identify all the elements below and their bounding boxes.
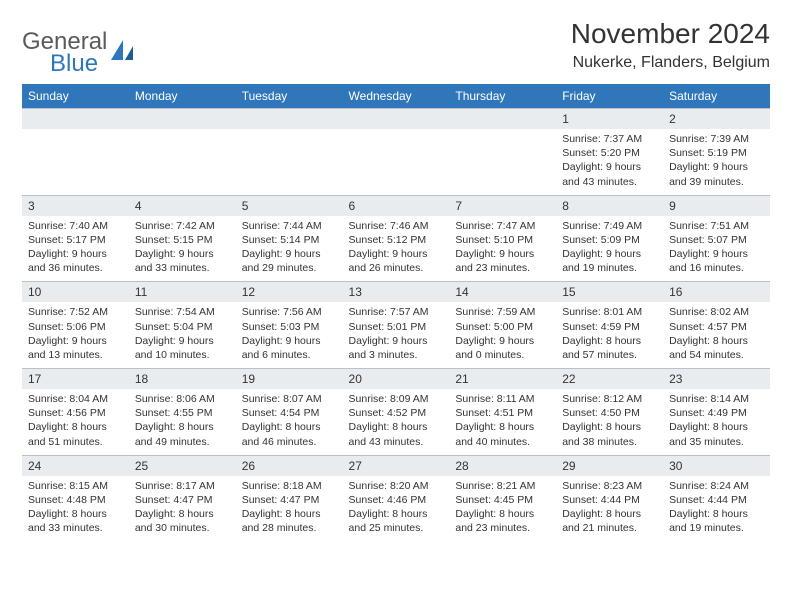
day-detail: Sunrise: 7:54 AM Sunset: 5:04 PM Dayligh… <box>129 302 236 368</box>
day-number: 29 <box>556 455 663 476</box>
day-number: 2 <box>663 109 770 130</box>
day-detail: Sunrise: 8:09 AM Sunset: 4:52 PM Dayligh… <box>343 389 450 455</box>
day-number <box>449 109 556 130</box>
day-number <box>236 109 343 130</box>
day-number: 5 <box>236 195 343 216</box>
weekday-header: Tuesday <box>236 84 343 109</box>
day-detail: Sunrise: 7:40 AM Sunset: 5:17 PM Dayligh… <box>22 216 129 282</box>
day-detail: Sunrise: 8:14 AM Sunset: 4:49 PM Dayligh… <box>663 389 770 455</box>
day-number <box>22 109 129 130</box>
day-detail <box>343 129 450 195</box>
day-number <box>343 109 450 130</box>
day-number: 1 <box>556 109 663 130</box>
day-detail: Sunrise: 8:24 AM Sunset: 4:44 PM Dayligh… <box>663 476 770 542</box>
header: General Blue November 2024 Nukerke, Flan… <box>22 18 770 76</box>
daynum-row: 24252627282930 <box>22 455 770 476</box>
day-detail: Sunrise: 8:06 AM Sunset: 4:55 PM Dayligh… <box>129 389 236 455</box>
day-number: 30 <box>663 455 770 476</box>
day-number: 27 <box>343 455 450 476</box>
detail-row: Sunrise: 7:52 AM Sunset: 5:06 PM Dayligh… <box>22 302 770 368</box>
logo-text: General Blue <box>22 30 107 76</box>
day-detail: Sunrise: 7:52 AM Sunset: 5:06 PM Dayligh… <box>22 302 129 368</box>
sail-icon <box>109 38 135 64</box>
page-title: November 2024 <box>571 18 770 50</box>
weekday-header: Saturday <box>663 84 770 109</box>
day-number: 28 <box>449 455 556 476</box>
detail-row: Sunrise: 7:40 AM Sunset: 5:17 PM Dayligh… <box>22 216 770 282</box>
day-detail <box>449 129 556 195</box>
day-number <box>129 109 236 130</box>
day-detail: Sunrise: 8:15 AM Sunset: 4:48 PM Dayligh… <box>22 476 129 542</box>
weekday-header-row: SundayMondayTuesdayWednesdayThursdayFrid… <box>22 84 770 109</box>
day-detail: Sunrise: 7:59 AM Sunset: 5:00 PM Dayligh… <box>449 302 556 368</box>
day-detail: Sunrise: 7:51 AM Sunset: 5:07 PM Dayligh… <box>663 216 770 282</box>
logo-word2: Blue <box>50 52 107 76</box>
day-number: 8 <box>556 195 663 216</box>
day-detail: Sunrise: 7:56 AM Sunset: 5:03 PM Dayligh… <box>236 302 343 368</box>
day-detail: Sunrise: 8:12 AM Sunset: 4:50 PM Dayligh… <box>556 389 663 455</box>
daynum-row: 3456789 <box>22 195 770 216</box>
day-number: 22 <box>556 369 663 390</box>
detail-row: Sunrise: 7:37 AM Sunset: 5:20 PM Dayligh… <box>22 129 770 195</box>
day-number: 7 <box>449 195 556 216</box>
day-detail: Sunrise: 8:17 AM Sunset: 4:47 PM Dayligh… <box>129 476 236 542</box>
day-detail: Sunrise: 8:07 AM Sunset: 4:54 PM Dayligh… <box>236 389 343 455</box>
day-detail: Sunrise: 8:02 AM Sunset: 4:57 PM Dayligh… <box>663 302 770 368</box>
page-subtitle: Nukerke, Flanders, Belgium <box>571 54 770 72</box>
day-number: 6 <box>343 195 450 216</box>
weekday-header: Friday <box>556 84 663 109</box>
weekday-header: Monday <box>129 84 236 109</box>
daynum-row: 10111213141516 <box>22 282 770 303</box>
calendar-page: General Blue November 2024 Nukerke, Flan… <box>0 0 792 559</box>
day-detail: Sunrise: 8:01 AM Sunset: 4:59 PM Dayligh… <box>556 302 663 368</box>
day-detail: Sunrise: 7:42 AM Sunset: 5:15 PM Dayligh… <box>129 216 236 282</box>
day-detail: Sunrise: 7:39 AM Sunset: 5:19 PM Dayligh… <box>663 129 770 195</box>
daynum-row: 17181920212223 <box>22 369 770 390</box>
day-number: 16 <box>663 282 770 303</box>
day-number: 12 <box>236 282 343 303</box>
title-block: November 2024 Nukerke, Flanders, Belgium <box>571 18 770 72</box>
day-detail: Sunrise: 8:04 AM Sunset: 4:56 PM Dayligh… <box>22 389 129 455</box>
day-number: 3 <box>22 195 129 216</box>
day-detail: Sunrise: 7:57 AM Sunset: 5:01 PM Dayligh… <box>343 302 450 368</box>
detail-row: Sunrise: 8:15 AM Sunset: 4:48 PM Dayligh… <box>22 476 770 542</box>
day-number: 21 <box>449 369 556 390</box>
day-number: 17 <box>22 369 129 390</box>
day-detail: Sunrise: 7:44 AM Sunset: 5:14 PM Dayligh… <box>236 216 343 282</box>
day-number: 20 <box>343 369 450 390</box>
daynum-row: 12 <box>22 109 770 130</box>
day-number: 23 <box>663 369 770 390</box>
day-number: 10 <box>22 282 129 303</box>
day-number: 24 <box>22 455 129 476</box>
calendar-body: SundayMondayTuesdayWednesdayThursdayFrid… <box>22 84 770 541</box>
day-number: 4 <box>129 195 236 216</box>
day-number: 26 <box>236 455 343 476</box>
day-detail <box>129 129 236 195</box>
calendar-table: SundayMondayTuesdayWednesdayThursdayFrid… <box>22 84 770 541</box>
day-number: 13 <box>343 282 450 303</box>
day-detail: Sunrise: 8:21 AM Sunset: 4:45 PM Dayligh… <box>449 476 556 542</box>
weekday-header: Thursday <box>449 84 556 109</box>
day-number: 9 <box>663 195 770 216</box>
weekday-header: Wednesday <box>343 84 450 109</box>
day-number: 15 <box>556 282 663 303</box>
day-detail: Sunrise: 7:47 AM Sunset: 5:10 PM Dayligh… <box>449 216 556 282</box>
detail-row: Sunrise: 8:04 AM Sunset: 4:56 PM Dayligh… <box>22 389 770 455</box>
day-number: 11 <box>129 282 236 303</box>
day-number: 25 <box>129 455 236 476</box>
day-detail: Sunrise: 8:20 AM Sunset: 4:46 PM Dayligh… <box>343 476 450 542</box>
day-detail: Sunrise: 7:46 AM Sunset: 5:12 PM Dayligh… <box>343 216 450 282</box>
day-detail <box>22 129 129 195</box>
logo: General Blue <box>22 30 135 76</box>
day-detail: Sunrise: 7:37 AM Sunset: 5:20 PM Dayligh… <box>556 129 663 195</box>
day-detail: Sunrise: 7:49 AM Sunset: 5:09 PM Dayligh… <box>556 216 663 282</box>
day-number: 18 <box>129 369 236 390</box>
day-detail: Sunrise: 8:18 AM Sunset: 4:47 PM Dayligh… <box>236 476 343 542</box>
weekday-header: Sunday <box>22 84 129 109</box>
day-detail: Sunrise: 8:23 AM Sunset: 4:44 PM Dayligh… <box>556 476 663 542</box>
day-number: 14 <box>449 282 556 303</box>
day-detail: Sunrise: 8:11 AM Sunset: 4:51 PM Dayligh… <box>449 389 556 455</box>
day-number: 19 <box>236 369 343 390</box>
day-detail <box>236 129 343 195</box>
